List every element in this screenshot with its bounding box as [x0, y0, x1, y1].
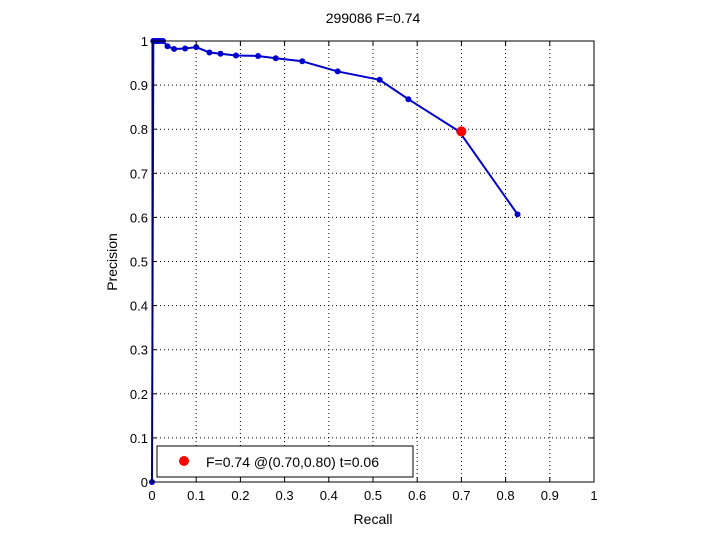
- data-point: [171, 45, 178, 52]
- y-tick-label: 0.4: [130, 299, 148, 314]
- data-point: [376, 76, 383, 83]
- x-tick-label: 1: [590, 488, 597, 503]
- data-point: [334, 68, 341, 75]
- best-f-point: [456, 126, 467, 137]
- x-tick-label: 0.7: [452, 488, 470, 503]
- data-point: [193, 44, 200, 51]
- y-tick-label: 0.8: [130, 122, 148, 137]
- data-point: [217, 50, 224, 57]
- x-tick-label: 0.1: [187, 488, 205, 503]
- legend-marker: [179, 456, 189, 466]
- legend-entry-label: F=0.74 @(0.70,0.80) t=0.06: [206, 454, 379, 470]
- x-tick-label: 0: [148, 488, 155, 503]
- x-tick-label: 0.9: [541, 488, 559, 503]
- data-point: [299, 58, 306, 65]
- legend-box: [156, 445, 414, 478]
- y-tick-label: 0.5: [130, 255, 148, 270]
- y-axis-label: Precision: [104, 233, 120, 291]
- legend: F=0.74 @(0.70,0.80) t=0.06: [156, 445, 414, 478]
- chart-title: 299086 F=0.74: [326, 10, 421, 26]
- x-tick-label: 0.5: [364, 488, 382, 503]
- y-tick-label: 0.6: [130, 210, 148, 225]
- data-point: [255, 52, 262, 59]
- y-tick-label: 1: [141, 34, 148, 49]
- data-point: [232, 52, 239, 59]
- x-tick-label: 0.3: [276, 488, 294, 503]
- grid-lines: [152, 41, 594, 482]
- x-tick-label: 0.2: [231, 488, 249, 503]
- data-point: [272, 55, 279, 62]
- axis-ticks: 0 0.1 0.2 0.3 0.4 0.5 0.6 0.7 0.8 0.9 1 0 0.1 0.2 0.3 0…: [130, 34, 598, 503]
- y-tick-label: 0.1: [130, 431, 148, 446]
- data-point: [164, 43, 171, 50]
- y-tick-label: 0: [141, 475, 148, 490]
- y-tick-label: 0.7: [130, 166, 148, 181]
- x-axis-label: Recall: [354, 511, 393, 527]
- x-tick-label: 0.8: [497, 488, 515, 503]
- x-tick-label: 0.6: [408, 488, 426, 503]
- x-tick-label: 0.4: [320, 488, 338, 503]
- y-tick-label: 0.9: [130, 78, 148, 93]
- data-point: [405, 96, 412, 103]
- data-point: [206, 49, 213, 56]
- data-point: [514, 211, 521, 218]
- data-point: [182, 45, 189, 52]
- y-tick-label: 0.2: [130, 387, 148, 402]
- y-tick-label: 0.3: [130, 343, 148, 358]
